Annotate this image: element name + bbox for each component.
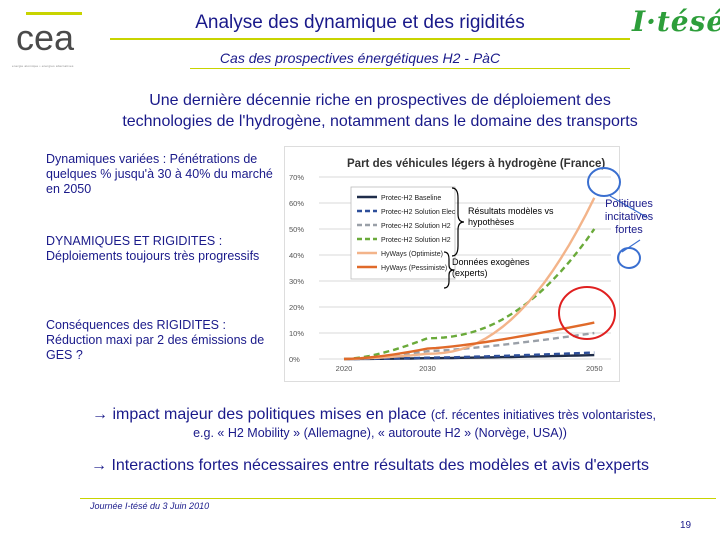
impact-detail: (cf. récentes initiatives très volontari… <box>430 408 656 422</box>
footer-rule <box>80 498 716 499</box>
annotation-models: Résultats modèles vs hypothèses <box>468 206 554 227</box>
y-tick-label: 40% <box>289 251 304 260</box>
x-tick-label: 2030 <box>419 364 436 373</box>
side-text-dynamics: Dynamiques variées : Pénétrations de que… <box>46 152 273 196</box>
headline: Une dernière décennie riche en prospecti… <box>60 90 700 132</box>
itese-logo: I·tésé <box>632 5 720 38</box>
cea-logo-text: cea <box>16 17 75 58</box>
annotation-exogenous: Données exogènes (experts) <box>452 257 530 278</box>
series-line-3 <box>343 228 596 361</box>
y-tick-label: 50% <box>289 225 304 234</box>
y-tick-label: 20% <box>289 303 304 312</box>
footer-text: Journée I-tésé du 3 Juin 2010 <box>90 501 210 511</box>
y-tick-label: 30% <box>289 277 304 286</box>
chart-title: Part des véhicules légers à hydrogène (F… <box>347 158 605 170</box>
legend-label: HyWays (Optimiste) <box>381 251 443 258</box>
y-tick-label: 10% <box>289 329 304 338</box>
legend-box <box>350 186 456 280</box>
series-line-5 <box>343 321 595 361</box>
legend-label: Protec-H2 Solution H2 <box>381 237 451 244</box>
title-rule <box>110 38 630 40</box>
y-tick-label: 70% <box>289 173 304 182</box>
headline-line-2: technologies de l'hydrogène, notamment d… <box>122 113 638 130</box>
cea-tagline: energie atomique • energies alternatives <box>12 64 74 68</box>
series-line-4 <box>343 197 596 361</box>
chart-panel: Part des véhicules légers à hydrogène (F… <box>284 146 620 382</box>
impact-detail-2: e.g. « H2 Mobility » (Allemagne), « auto… <box>193 426 567 440</box>
side-text-rigidities: DYNAMIQUES ET RIGIDITES : Déploiements t… <box>46 234 260 263</box>
y-tick-label: 60% <box>289 199 304 208</box>
impact-main: → impact majeur des politiques mises en … <box>92 406 427 423</box>
impact-statement: → impact majeur des politiques mises en … <box>34 406 714 424</box>
blue-highlight-circle-small <box>617 247 641 269</box>
side-text-consequences: Conséquences des RIGIDITES : Réduction m… <box>46 318 265 362</box>
legend-label: Protec-H2 Solution Elec <box>381 209 456 216</box>
policy-arrow-bottom <box>621 239 641 253</box>
legend-label: Protec-H2 Baseline <box>381 195 441 202</box>
interactions-statement: → Interactions fortes nécessaires entre … <box>91 457 649 474</box>
chart-svg: Part des véhicules légers à hydrogène (F… <box>289 158 611 373</box>
annotation-policies: Politiques incitatives fortes <box>604 198 654 236</box>
legend-label: Protec-H2 Solution H2 <box>381 223 451 230</box>
cea-logo: cea energie atomique • energies alternat… <box>6 6 96 68</box>
page-subtitle: Cas des prospectives énergétiques H2 - P… <box>219 50 501 66</box>
series-line-1 <box>344 351 595 361</box>
y-tick-label: 0% <box>289 355 300 364</box>
legend-label: HyWays (Pessimiste) <box>381 265 447 272</box>
x-tick-label: 2020 <box>336 364 353 373</box>
headline-line-1: Une dernière décennie riche en prospecti… <box>149 92 611 109</box>
page-number: 19 <box>680 520 692 531</box>
page-title: Analyse des dynamique et des rigidités <box>195 12 525 33</box>
x-tick-label: 2050 <box>586 364 603 373</box>
subtitle-rule <box>190 68 630 69</box>
